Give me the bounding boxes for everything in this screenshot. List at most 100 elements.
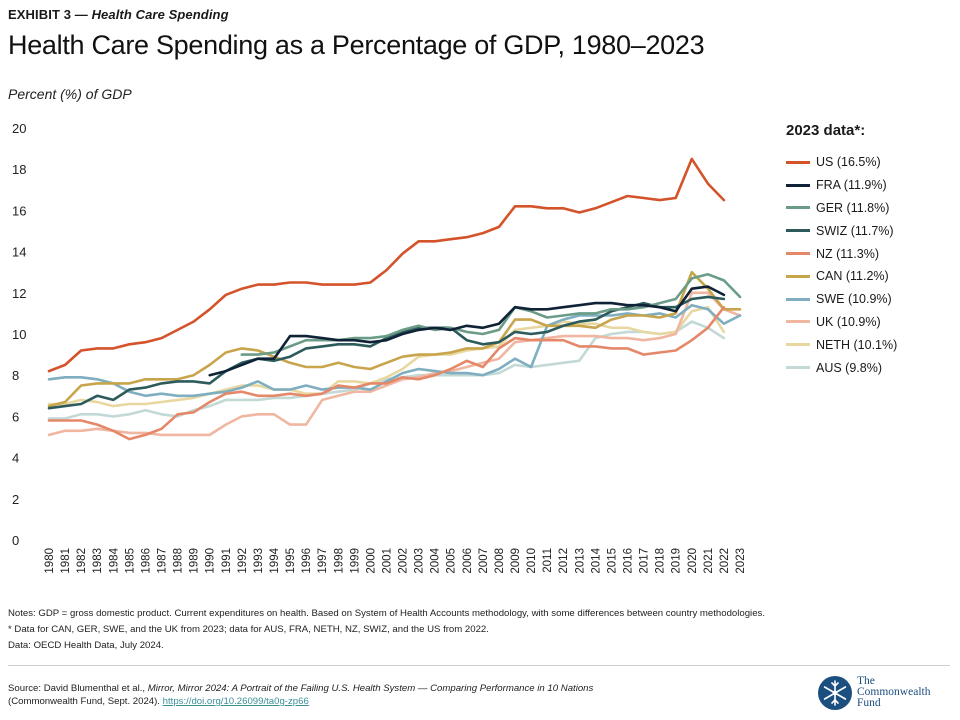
legend-title: 2023 data*: (786, 122, 866, 139)
legend-swatch (786, 274, 810, 278)
legend-item: GER (11.8%) (786, 197, 956, 220)
x-tick-label: 2008 (494, 548, 506, 574)
y-tick-label: 12 (12, 286, 26, 301)
series-line-ger (240, 273, 742, 356)
legend-item: SWE (10.9%) (786, 288, 956, 311)
y-tick-label: 8 (12, 368, 19, 383)
x-tick-label: 1999 (349, 548, 361, 574)
notes-definitions: Notes: GDP = gross domestic product. Cur… (8, 608, 765, 619)
y-tick-label: 2 (12, 492, 19, 507)
source-prefix: Source: David Blumenthal et al., (8, 683, 146, 694)
legend-label: FRA (11.9%) (816, 178, 887, 193)
x-tick-label: 1982 (76, 548, 88, 574)
x-tick-label: 1984 (108, 547, 120, 573)
page-title: Health Care Spending as a Percentage of … (8, 30, 705, 60)
legend-label: NETH (10.1%) (816, 337, 898, 352)
legend-swatch (786, 229, 810, 233)
exhibit-number: EXHIBIT 3 — (8, 7, 88, 22)
legend-item: FRA (11.9%) (786, 174, 956, 197)
logo-wordmark: The Commonwealth Fund (857, 675, 931, 709)
x-tick-label: 2021 (703, 548, 715, 574)
x-tick-label: 2017 (639, 548, 651, 574)
y-tick-label: 16 (12, 203, 26, 218)
source-citation: Source: David Blumenthal et al., Mirror,… (8, 682, 798, 708)
y-tick-label: 6 (12, 409, 19, 424)
x-tick-label: 2010 (526, 548, 538, 574)
x-tick-label: 2016 (623, 548, 635, 574)
legend-label: UK (10.9%) (816, 314, 881, 329)
x-tick-label: 1996 (301, 548, 313, 574)
series-line-uk (47, 291, 742, 437)
x-tick-label: 1986 (140, 548, 152, 574)
x-tick-label: 2013 (574, 548, 586, 574)
x-tick-label: 1990 (205, 548, 217, 574)
commonwealth-fund-logo: The Commonwealth Fund (818, 674, 958, 714)
legend-label: NZ (11.3%) (816, 246, 879, 261)
x-tick-label: 2001 (381, 548, 393, 574)
line-chart: 0 2 4 6 8 10 12 14 16 18 20 1980 1981 1982 1983 1984 198… (12, 121, 747, 574)
x-tick-label: 2004 (430, 547, 442, 573)
legend-label: SWIZ (11.7%) (816, 223, 894, 238)
x-tick-label: 1980 (44, 548, 56, 574)
legend-item: UK (10.9%) (786, 311, 956, 334)
legend-swatch (786, 206, 810, 210)
legend-item: US (16.5%) (786, 151, 956, 174)
legend-label: SWE (10.9%) (816, 292, 892, 307)
legend-label: CAN (11.2%) (816, 269, 889, 284)
x-tick-label: 1983 (92, 548, 104, 574)
legend-item: AUS (9.8%) (786, 356, 956, 379)
legend-swatch (786, 160, 810, 164)
x-tick-label: 1988 (173, 548, 185, 574)
x-tick-label: 1998 (333, 548, 345, 574)
x-tick-label: 2018 (655, 548, 667, 574)
exhibit-label: EXHIBIT 3 — Health Care Spending (8, 7, 229, 22)
x-tick-label: 2000 (365, 548, 377, 574)
x-tick-label: 1993 (253, 548, 265, 574)
legend-swatch (786, 297, 810, 301)
series-line-nz (47, 305, 726, 441)
x-tick-label: 1989 (189, 548, 201, 574)
series-line-us (47, 157, 726, 373)
chart-legend: 2023 data*: US (16.5%) FRA (11.9%) GER (11… (786, 122, 956, 379)
y-tick-label: 0 (12, 533, 19, 548)
legend-item: CAN (11.2%) (786, 265, 956, 288)
series-line-swe (47, 303, 742, 398)
y-tick-label: 14 (12, 245, 26, 260)
x-tick-label: 1994 (269, 547, 281, 573)
y-tick-label: 10 (12, 327, 26, 342)
x-tick-label: 1985 (124, 548, 136, 574)
series-line-aus (47, 320, 726, 420)
source-report-title: Mirror, Mirror 2024: A Portrait of the F… (147, 683, 594, 694)
legend-item: SWIZ (11.7%) (786, 219, 956, 242)
chart-notes: Notes: GDP = gross domestic product. Cur… (8, 606, 948, 654)
series-line-can (47, 270, 742, 408)
x-tick-label: 2003 (414, 548, 426, 574)
x-tick-label: 1995 (285, 548, 297, 574)
y-tick-label: 20 (12, 121, 26, 136)
divider (8, 665, 950, 666)
x-tick-label: 2014 (590, 547, 602, 573)
x-tick-label: 1997 (317, 548, 329, 574)
y-tick-label: 4 (12, 451, 19, 466)
x-tick-label: 1987 (156, 548, 168, 574)
x-tick-label: 2020 (687, 548, 699, 574)
x-tick-label: 2005 (446, 548, 458, 574)
x-tick-label: 2012 (558, 548, 570, 574)
y-axis-label: Percent (%) of GDP (8, 86, 132, 102)
series-line-swiz (47, 295, 726, 410)
x-tick-label: 2015 (606, 548, 618, 574)
legend-swatch (786, 252, 810, 256)
legend-swatch (786, 366, 810, 370)
legend-swatch (786, 343, 810, 347)
x-tick-label: 1981 (60, 548, 72, 574)
x-tick-label: 1991 (221, 548, 233, 574)
x-tick-label: 2002 (398, 548, 410, 574)
x-tick-label: 2007 (478, 548, 490, 574)
x-tick-label: 1992 (237, 548, 249, 574)
doi-link[interactable]: https://doi.org/10.26099/ta0g-zp66 (162, 696, 309, 707)
legend-items: US (16.5%) FRA (11.9%) GER (11.8%) SWIZ (11… (786, 151, 956, 379)
x-tick-label: 2019 (671, 548, 683, 574)
x-tick-label: 2009 (510, 548, 522, 574)
series-line-neth (47, 305, 726, 408)
x-tick-label: 2022 (719, 548, 731, 574)
